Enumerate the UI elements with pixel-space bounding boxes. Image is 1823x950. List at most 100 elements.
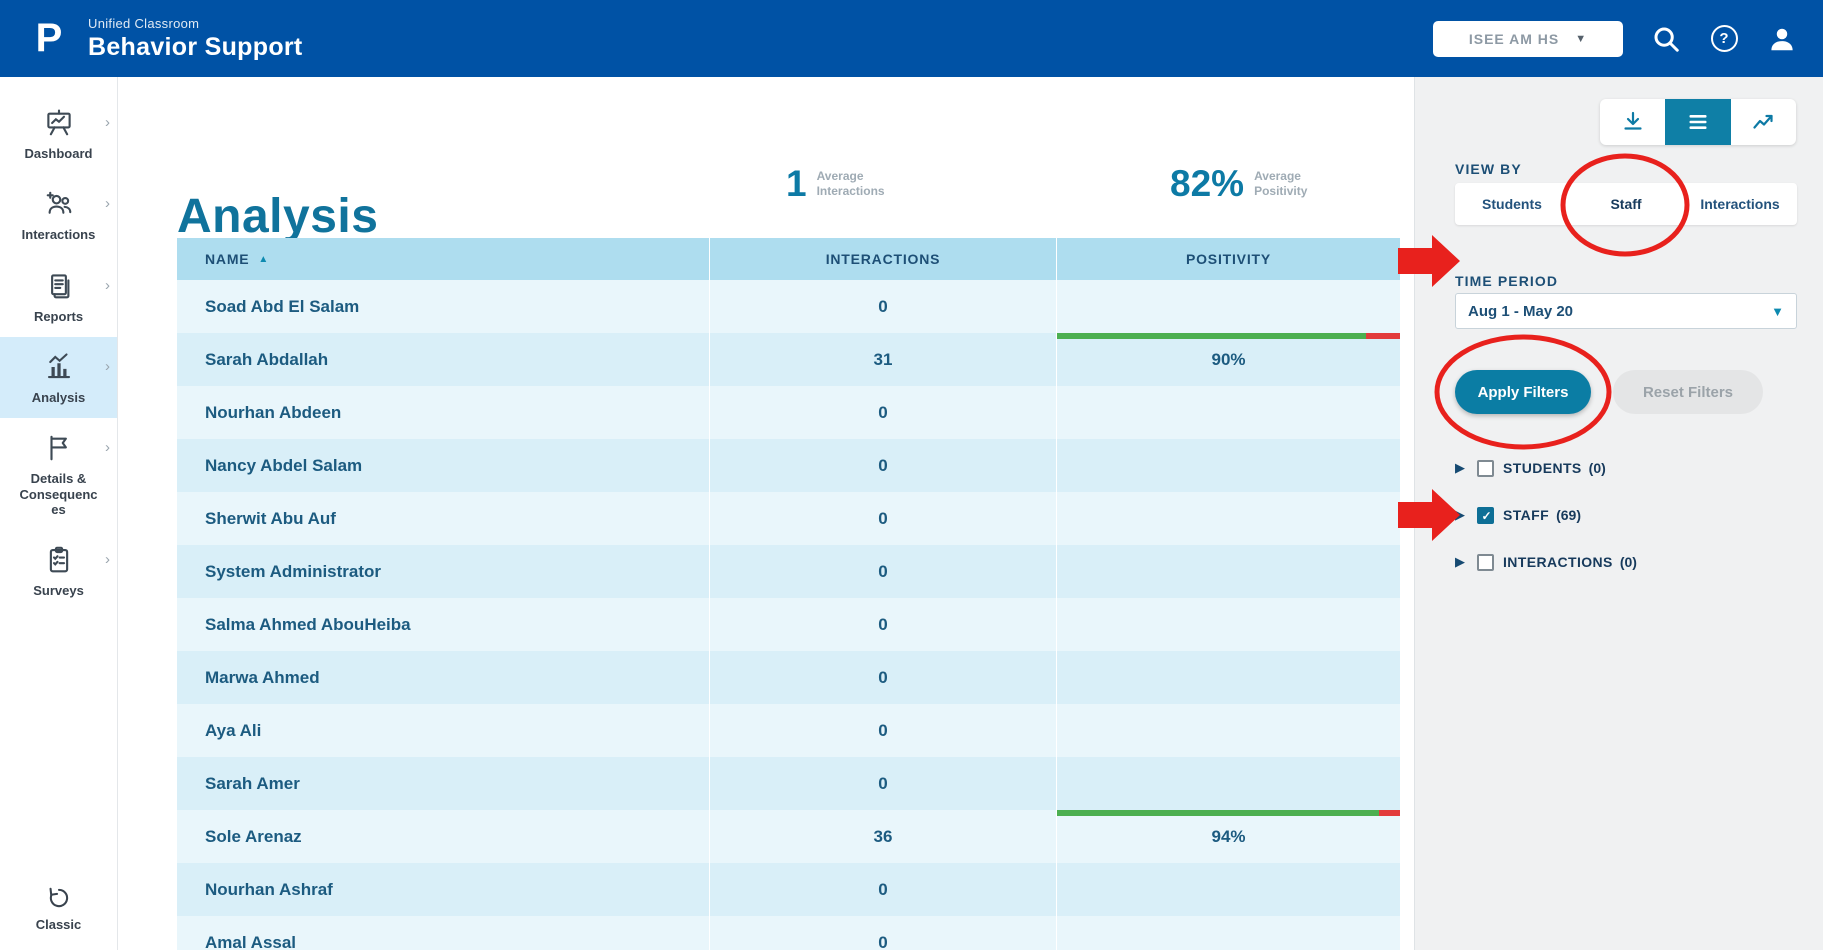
- school-selector[interactable]: ISEE AM HS ▼: [1433, 20, 1623, 57]
- cell-interactions: 0: [709, 863, 1056, 916]
- chart-view-button[interactable]: [1731, 99, 1796, 145]
- stat-label-bottom: Interactions: [816, 184, 885, 198]
- cell-positivity: [1056, 492, 1400, 545]
- tab-staff[interactable]: Staff: [1610, 196, 1642, 212]
- sidebar-item-label: Interactions: [21, 227, 96, 243]
- stat-label-bottom: Positivity: [1254, 184, 1308, 198]
- cell-interactions: 0: [709, 492, 1056, 545]
- table-row[interactable]: Nourhan Abdeen 0: [177, 386, 1400, 439]
- table-row[interactable]: Amal Assal 0: [177, 916, 1400, 950]
- group-count: (0): [1588, 460, 1606, 476]
- chevron-down-icon: ▼: [1771, 303, 1784, 319]
- table-row[interactable]: Sole Arenaz 36 94%: [177, 810, 1400, 863]
- filter-group-students: ▶ STUDENTS (0): [1455, 455, 1637, 481]
- table-body: Soad Abd El Salam 0 Sarah Abdallah 31: [177, 280, 1400, 950]
- positivity-label: 90%: [1211, 349, 1246, 369]
- table-row[interactable]: Nourhan Ashraf 0: [177, 863, 1400, 916]
- cell-positivity: 90%: [1056, 333, 1400, 386]
- filter-group-interactions: ▶ INTERACTIONS (0): [1455, 549, 1637, 575]
- stat-average-interactions: 1 Average Interactions: [786, 163, 885, 205]
- table-row[interactable]: System Administrator 0: [177, 545, 1400, 598]
- cell-name: Nancy Abdel Salam: [205, 455, 363, 475]
- table-row[interactable]: Salma Ahmed AbouHeiba 0: [177, 598, 1400, 651]
- search-icon[interactable]: [1651, 24, 1681, 54]
- table-row[interactable]: Sherwit Abu Auf 0: [177, 492, 1400, 545]
- sidebar-item-classic[interactable]: Classic: [0, 885, 117, 932]
- table-row[interactable]: Sarah Abdallah 31 90%: [177, 333, 1400, 386]
- cell-interactions: 31: [709, 333, 1056, 386]
- cell-name: Amal Assal: [205, 932, 297, 950]
- column-header-positivity[interactable]: POSITIVITY: [1056, 238, 1400, 280]
- cell-name: Nourhan Ashraf: [205, 879, 333, 899]
- brand: P Unified Classroom Behavior Support: [26, 13, 303, 65]
- column-header-interactions[interactable]: INTERACTIONS: [709, 238, 1056, 280]
- sidebar-item-reports[interactable]: › Reports: [0, 256, 117, 337]
- sidebar-item-dashboard[interactable]: › Dashboard: [0, 93, 117, 174]
- column-header-label: INTERACTIONS: [825, 251, 941, 267]
- topbar-right: ISEE AM HS ▼ ?: [1433, 20, 1797, 57]
- cell-positivity: 94%: [1056, 810, 1400, 863]
- cell-interactions: 0: [709, 598, 1056, 651]
- cell-interactions: 36: [709, 810, 1056, 863]
- expander-icon[interactable]: ▶: [1455, 460, 1465, 475]
- group-count: (0): [1619, 554, 1637, 570]
- sidebar-item-label: Surveys: [33, 583, 84, 599]
- positivity-label: 94%: [1211, 826, 1246, 846]
- dashboard-icon: [44, 108, 74, 138]
- brand-small: Unified Classroom: [88, 15, 200, 31]
- table-header-row: NAME ▲ INTERACTIONS POSITIVITY: [177, 238, 1400, 280]
- time-period-dropdown[interactable]: Aug 1 - May 20 ▼: [1455, 293, 1797, 329]
- school-selector-value: ISEE AM HS: [1468, 30, 1560, 47]
- help-icon[interactable]: ?: [1709, 24, 1739, 54]
- chevron-right-icon: ›: [105, 114, 110, 131]
- cell-interactions: 0: [709, 916, 1056, 950]
- cell-positivity: [1056, 386, 1400, 439]
- download-button[interactable]: [1600, 99, 1665, 145]
- reset-filters-button[interactable]: Reset Filters: [1613, 370, 1763, 414]
- column-header-label: POSITIVITY: [1185, 251, 1271, 267]
- powerschool-logo-icon[interactable]: P: [35, 16, 63, 60]
- surveys-icon: [44, 545, 74, 575]
- cell-name: Sole Arenaz: [205, 826, 302, 846]
- cell-positivity: [1056, 863, 1400, 916]
- view-by-label: VIEW BY: [1455, 161, 1522, 177]
- sidebar-item-details-consequences[interactable]: › Details & Consequences: [0, 418, 117, 530]
- column-header-name[interactable]: NAME ▲: [177, 238, 709, 280]
- interactions-checkbox[interactable]: [1477, 553, 1494, 571]
- sidebar-item-surveys[interactable]: › Surveys: [0, 530, 117, 611]
- time-period-label: TIME PERIOD: [1455, 273, 1559, 289]
- interactions-icon: [44, 189, 74, 219]
- sidebar-item-analysis[interactable]: › Analysis: [0, 336, 117, 419]
- cell-interactions: 0: [709, 545, 1056, 598]
- sort-asc-icon: ▲: [258, 253, 270, 265]
- apply-filters-button[interactable]: Apply Filters: [1455, 370, 1591, 414]
- cell-name: Salma Ahmed AbouHeiba: [205, 614, 411, 634]
- expander-icon[interactable]: ▶: [1455, 554, 1465, 569]
- positivity-bar: [1057, 810, 1400, 816]
- expander-icon[interactable]: ▶: [1455, 507, 1465, 522]
- sidebar-item-interactions[interactable]: › Interactions: [0, 174, 117, 255]
- cell-interactions: 0: [709, 280, 1056, 333]
- tab-interactions[interactable]: Interactions: [1700, 196, 1780, 212]
- table-row[interactable]: Aya Ali 0: [177, 704, 1400, 757]
- table-row[interactable]: Soad Abd El Salam 0: [177, 280, 1400, 333]
- view-mode-toggle-group: [1600, 99, 1796, 145]
- sidebar-item-label: Dashboard: [24, 146, 93, 161]
- staff-checkbox[interactable]: [1477, 506, 1494, 524]
- students-checkbox[interactable]: [1477, 459, 1494, 477]
- cell-interactions: 0: [709, 439, 1056, 492]
- cell-interactions: 0: [709, 386, 1056, 439]
- user-icon[interactable]: [1767, 24, 1797, 54]
- table-row[interactable]: Sarah Amer 0: [177, 757, 1400, 810]
- tab-students[interactable]: Students: [1482, 196, 1542, 212]
- chevron-right-icon: ›: [105, 357, 110, 375]
- help-glyph: ?: [1719, 30, 1729, 47]
- cell-interactions: 0: [709, 704, 1056, 757]
- cell-positivity: [1056, 280, 1400, 333]
- cell-positivity: [1056, 704, 1400, 757]
- list-view-button[interactable]: [1665, 99, 1731, 145]
- reports-icon: [44, 271, 74, 301]
- table-row[interactable]: Marwa Ahmed 0: [177, 651, 1400, 704]
- table-row[interactable]: Nancy Abdel Salam 0: [177, 439, 1400, 492]
